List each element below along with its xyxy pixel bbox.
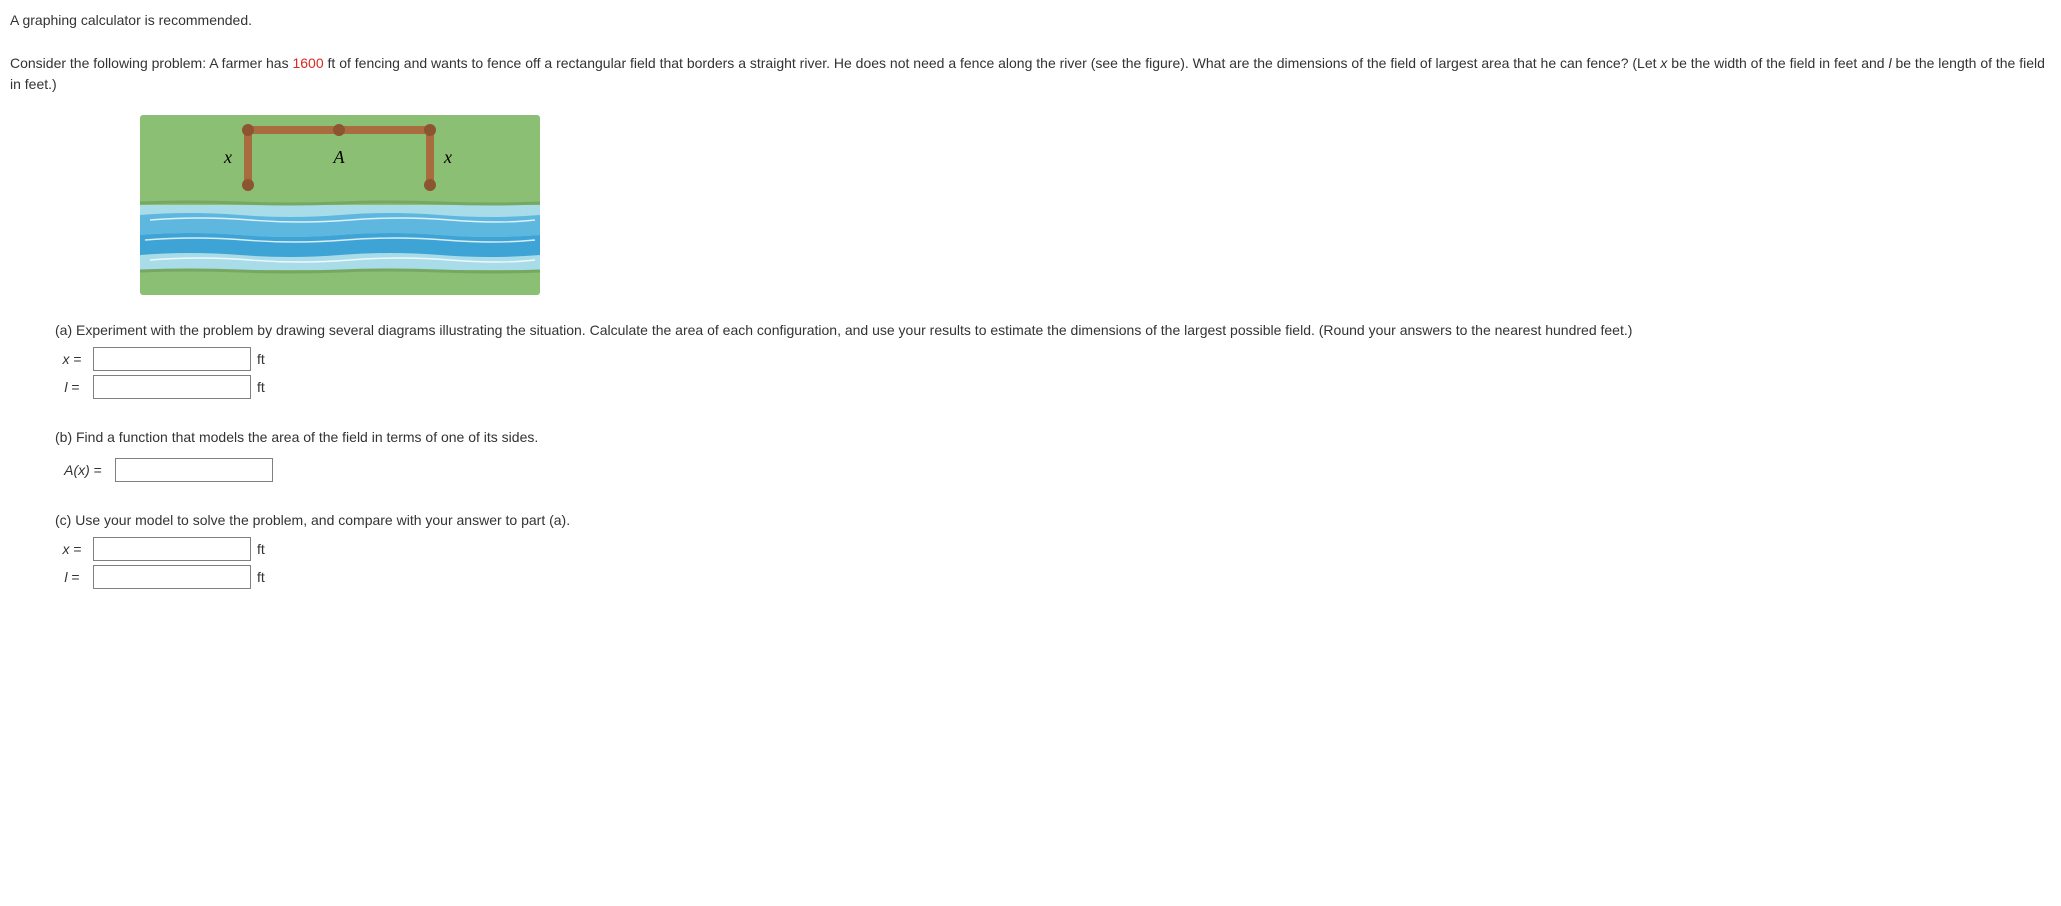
part-a-unit-x: ft [251, 349, 265, 370]
part-c-text: (c) Use your model to solve the problem,… [55, 510, 2050, 531]
part-b-text: (b) Find a function that models the area… [55, 427, 2050, 448]
problem-value: 1600 [292, 55, 323, 71]
problem-statement: Consider the following problem: A farmer… [10, 53, 2050, 95]
part-c-label-x: x = [55, 539, 93, 560]
part-c-row-x: x = ft [55, 537, 2050, 561]
part-b-row: A(x) = [55, 458, 2050, 482]
part-c-input-l[interactable] [93, 565, 251, 589]
part-b-input[interactable] [115, 458, 273, 482]
part-b: (b) Find a function that models the area… [55, 427, 2050, 482]
part-c-row-l: l = ft [55, 565, 2050, 589]
part-b-label: A(x) = [55, 460, 115, 481]
part-a-row-l: l = ft [55, 375, 2050, 399]
part-a-label-x: x = [55, 349, 93, 370]
part-a-text: (a) Experiment with the problem by drawi… [55, 320, 2050, 341]
svg-text:x: x [223, 147, 232, 167]
part-c-unit-x: ft [251, 539, 265, 560]
part-a-input-l[interactable] [93, 375, 251, 399]
intro-text: A graphing calculator is recommended. [10, 10, 2050, 31]
svg-text:x: x [443, 147, 452, 167]
svg-text:A: A [333, 147, 346, 167]
part-a: (a) Experiment with the problem by drawi… [55, 320, 2050, 399]
part-a-input-x[interactable] [93, 347, 251, 371]
part-a-label-l: l = [55, 377, 93, 398]
part-a-unit-l: ft [251, 377, 265, 398]
part-c-unit-l: ft [251, 567, 265, 588]
problem-suffix2: be the width of the field in feet and [1667, 55, 1888, 71]
part-c-label-l: l = [55, 567, 93, 588]
part-c: (c) Use your model to solve the problem,… [55, 510, 2050, 589]
part-c-input-x[interactable] [93, 537, 251, 561]
problem-prefix: Consider the following problem: A farmer… [10, 55, 292, 71]
problem-suffix1: ft of fencing and wants to fence off a r… [324, 55, 1661, 71]
field-river-figure: x A x [140, 115, 540, 295]
part-a-row-x: x = ft [55, 347, 2050, 371]
